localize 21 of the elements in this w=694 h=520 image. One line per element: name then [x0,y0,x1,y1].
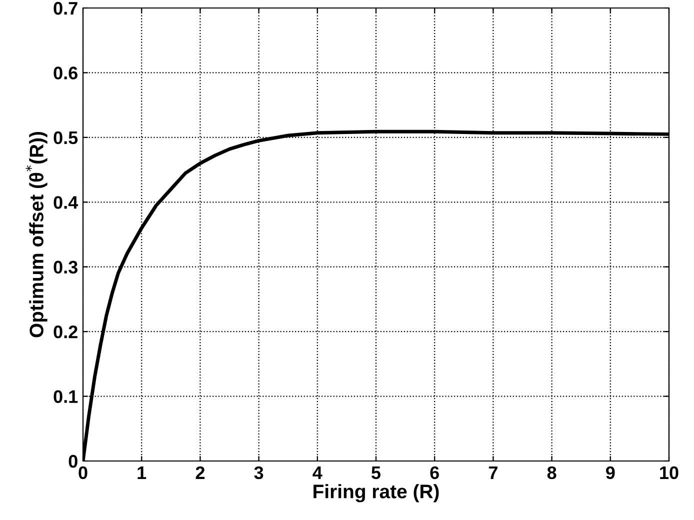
y-tick-label: 0.4 [54,196,78,209]
y-tick-label: 0.6 [54,66,78,80]
x-tick-label: 8 [547,466,556,480]
x-tick-label: 10 [660,466,678,480]
x-tick-label: 9 [606,466,615,480]
y-tick-label: 0.3 [54,260,78,274]
x-tick-label: 7 [488,466,498,479]
y-tick-label: 0.2 [54,326,78,338]
x-tick-label: 0 [78,466,88,480]
x-tick-label: 4 [312,466,322,479]
y-tick-label: 0 [68,454,78,468]
y-tick-label: 0.7 [54,2,78,15]
x-tick-label: 6 [430,466,439,480]
x-axis-title: Firing rate (R) [314,484,439,502]
y-tick-label: 0.5 [54,131,78,144]
y-tick-label: 0.1 [54,390,78,404]
y-axis-title: Optimum offset (θ$^{*}$(R)) [26,132,48,338]
x-tick-label: 3 [254,466,264,480]
x-tick-label: 5 [372,466,381,480]
x-tick-label: 2 [196,466,204,479]
x-tick-label: 1 [138,466,146,479]
